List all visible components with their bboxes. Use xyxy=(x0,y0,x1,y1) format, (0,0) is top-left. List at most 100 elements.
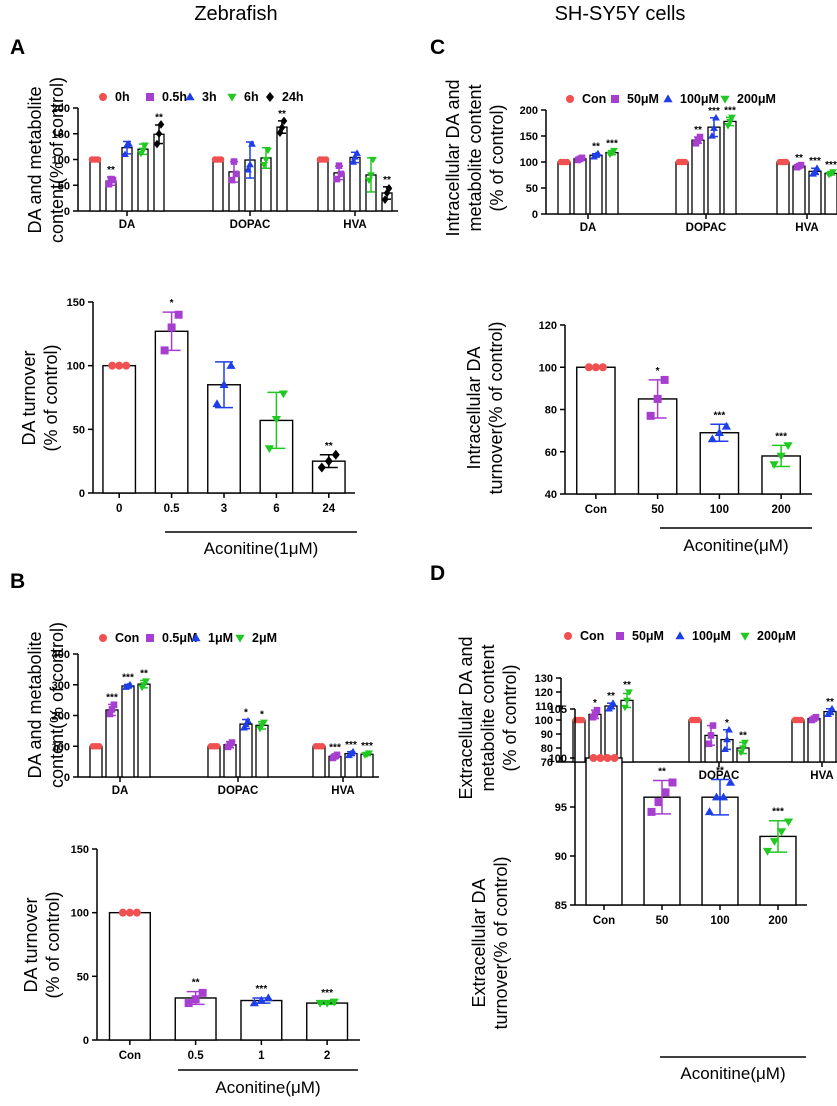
data-point xyxy=(191,995,200,1004)
data-point xyxy=(249,998,259,1007)
y-tick-label: 200 xyxy=(520,105,538,117)
y-tick-label: 60 xyxy=(545,447,557,459)
data-point xyxy=(623,697,631,705)
y-tick-label: 150 xyxy=(520,131,538,143)
data-point xyxy=(263,993,273,1002)
data-point xyxy=(184,999,193,1008)
data-point xyxy=(264,445,274,454)
bar xyxy=(108,911,151,1041)
significance-label: *** xyxy=(106,692,118,703)
data-point xyxy=(668,778,677,787)
legend-marker xyxy=(616,632,624,640)
data-point xyxy=(383,188,391,198)
y-axis-label: metabolite content xyxy=(465,84,485,231)
significance-label: ** xyxy=(383,175,391,186)
data-point xyxy=(217,156,225,163)
y-tick-label: 80 xyxy=(541,743,553,755)
category-label: DA xyxy=(580,222,597,234)
bar xyxy=(573,158,587,215)
data-point xyxy=(353,149,361,156)
title-sh-sy5y: SH-SY5Y cells xyxy=(555,3,686,25)
y-tick-label: 40 xyxy=(545,489,557,501)
data-point xyxy=(242,720,250,728)
legend-label: 50μM xyxy=(627,92,659,106)
significance-label: ** xyxy=(592,142,600,153)
category-label: DA xyxy=(119,219,136,231)
data-point xyxy=(776,828,787,837)
data-point xyxy=(108,361,117,370)
data-point xyxy=(769,461,779,470)
y-tick-label: 50 xyxy=(73,424,85,436)
bar xyxy=(121,685,135,778)
significance-label: * xyxy=(260,710,264,721)
data-point xyxy=(109,176,117,184)
data-point xyxy=(322,156,330,163)
data-point xyxy=(122,361,131,370)
category-label: 24 xyxy=(322,503,335,515)
data-point xyxy=(248,140,256,147)
bar xyxy=(808,170,822,215)
bar xyxy=(255,724,269,778)
legend-marker xyxy=(191,633,201,642)
legend-label: 50μM xyxy=(632,629,664,643)
significance-label: *** xyxy=(361,741,373,752)
data-point xyxy=(661,788,670,797)
data-point xyxy=(385,184,393,193)
data-point xyxy=(578,154,586,162)
data-point xyxy=(578,716,586,724)
legend-marker xyxy=(227,93,237,102)
y-tick-label: 130 xyxy=(535,673,553,685)
data-point xyxy=(712,113,720,121)
y-axis-label: Extracellular DA xyxy=(469,878,489,1007)
legend-label: 100μM xyxy=(680,92,719,106)
category-label: Con xyxy=(119,1050,141,1062)
data-point xyxy=(728,114,736,122)
data-point xyxy=(110,701,118,709)
data-point xyxy=(829,169,837,176)
data-point xyxy=(593,706,601,714)
bar xyxy=(311,460,346,494)
bar xyxy=(691,139,705,215)
bar xyxy=(688,719,702,763)
y-tick-label: 100 xyxy=(520,157,538,169)
category-label: 0.5 xyxy=(188,1050,205,1062)
data-point xyxy=(108,706,116,713)
chart-a1: 0 50 100 150 200 DA and metabolite content(% o… xyxy=(25,77,398,243)
bar xyxy=(707,126,721,215)
bar xyxy=(102,364,137,494)
chart-c1: 0 50 100 150 200 Intracellular DA and metaboli… xyxy=(443,79,837,237)
y-tick-label: 95 xyxy=(555,802,567,814)
significance-label: *** xyxy=(714,410,726,421)
legend-label: Con xyxy=(115,631,139,645)
y-axis-label: (% of control) xyxy=(43,891,63,998)
y-tick-label: 80 xyxy=(545,405,557,417)
y-tick-label: 120 xyxy=(539,320,557,332)
data-point xyxy=(333,751,341,759)
data-point xyxy=(654,798,663,807)
data-point xyxy=(160,346,169,355)
significance-label: ** xyxy=(739,730,747,741)
data-point xyxy=(646,411,655,420)
data-point xyxy=(324,456,333,467)
significance-label: ** xyxy=(716,766,724,777)
category-label: 100 xyxy=(710,915,729,927)
category-label: 100 xyxy=(710,504,729,516)
y-tick-label: 70 xyxy=(541,757,553,769)
bar xyxy=(207,745,221,778)
data-point xyxy=(621,704,629,712)
data-point xyxy=(322,999,332,1008)
data-point xyxy=(609,699,617,706)
legend-label: Con xyxy=(580,629,604,643)
bar xyxy=(604,705,618,763)
data-point xyxy=(696,133,704,141)
legend-marker xyxy=(146,634,154,642)
data-point xyxy=(337,170,345,178)
data-point xyxy=(707,434,717,443)
data-point xyxy=(226,361,236,369)
legend-label: 0h xyxy=(115,90,130,104)
data-point xyxy=(106,710,114,718)
y-tick-label: 100 xyxy=(52,155,70,167)
y-tick-label: 100 xyxy=(539,362,557,374)
y-tick-label: 100 xyxy=(549,753,567,765)
